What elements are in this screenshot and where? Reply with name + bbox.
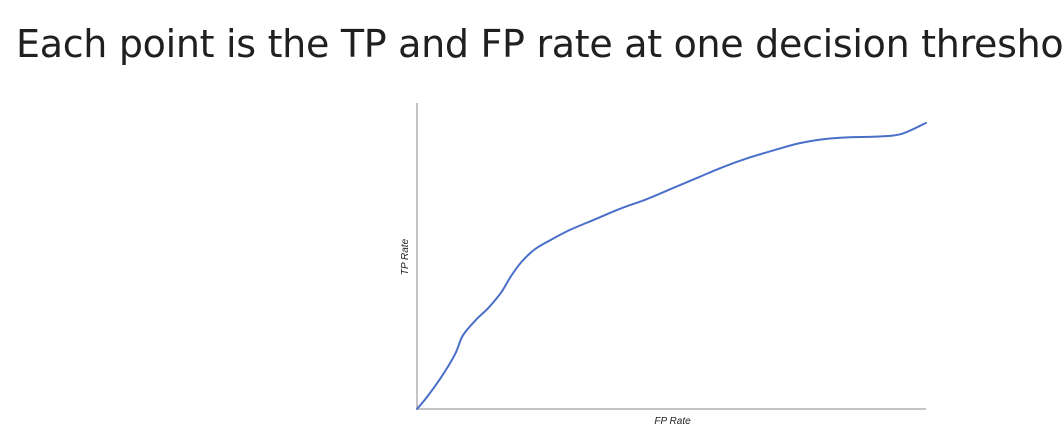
page-headline: Each point is the TP and FP rate at one …	[16, 22, 1062, 66]
series-line-0	[416, 121, 927, 410]
y-axis-label: TP Rate	[400, 238, 411, 275]
series-layer	[416, 121, 927, 410]
x-axis-label: FP Rate	[654, 416, 691, 427]
